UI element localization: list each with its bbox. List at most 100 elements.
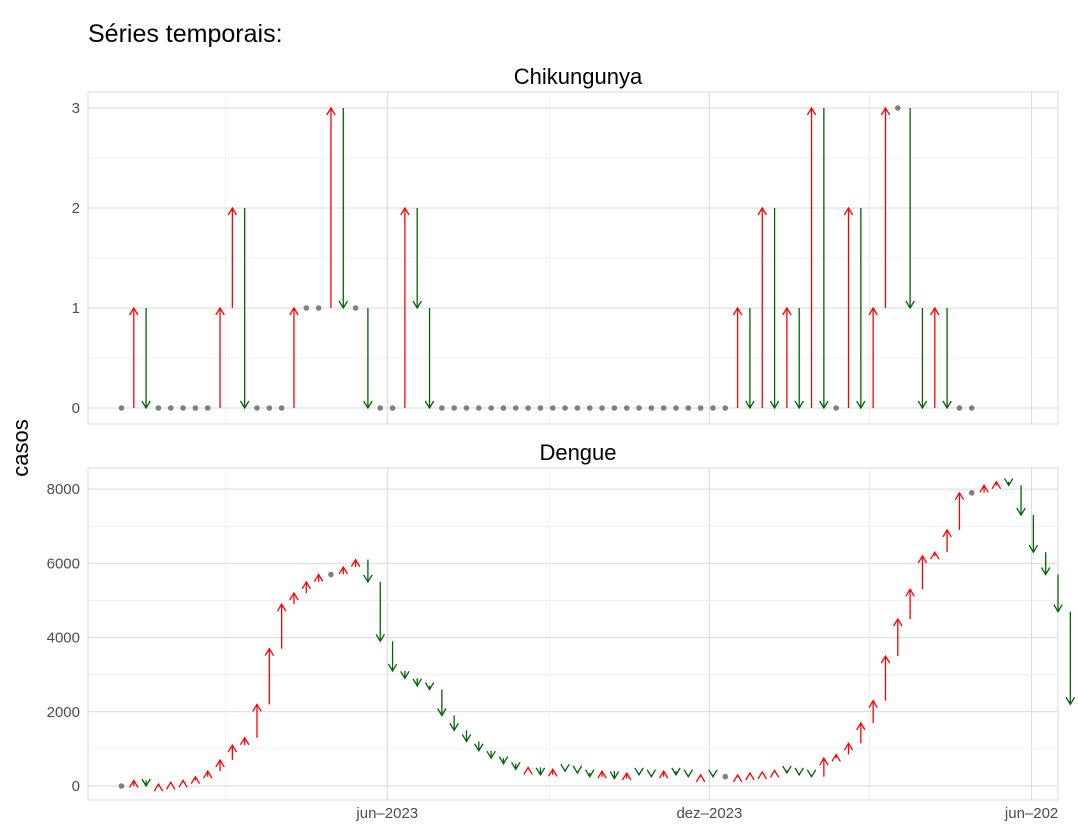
dengue-flat-point — [722, 773, 729, 780]
dengue-up-arrow — [893, 617, 903, 657]
chikungunya-flat-point — [685, 405, 692, 411]
figure-title: Séries temporais: — [88, 20, 283, 48]
chikungunya-flat-point — [833, 405, 839, 411]
chikungunya-down-arrow — [239, 208, 250, 410]
chikungunya-flat-point — [377, 405, 384, 411]
chikungunya-up-arrow — [880, 106, 891, 308]
chikungunya-down-arrow — [363, 308, 373, 410]
dengue-up-arrow — [276, 602, 287, 649]
dengue-ytick-label: 4000 — [47, 630, 80, 647]
dengue-down-arrow — [449, 715, 459, 732]
dengue-up-arrow — [215, 758, 225, 772]
dengue-down-arrow — [400, 670, 410, 680]
dengue-up-arrow — [227, 743, 238, 761]
dengue-down-arrow — [474, 741, 484, 753]
chikungunya-up-arrow — [757, 206, 768, 408]
dengue-down-arrow — [782, 765, 792, 775]
dengue-down-arrow — [646, 769, 657, 778]
chikungunya-down-arrow — [905, 108, 915, 310]
dengue-down-arrow — [375, 581, 385, 643]
dengue-down-arrow — [363, 559, 373, 584]
chikungunya-flat-point — [895, 105, 901, 111]
chikungunya-ytick-label: 1 — [72, 300, 80, 317]
chikungunya-flat-point — [968, 405, 975, 411]
dengue-up-arrow — [547, 768, 558, 777]
chikungunya-flat-point — [722, 405, 729, 411]
chikungunya-flat-point — [574, 405, 581, 411]
dengue-up-arrow — [880, 654, 891, 701]
chikungunya-flat-point — [697, 405, 704, 411]
chikungunya-flat-point — [315, 305, 322, 311]
dengue-up-arrow — [954, 491, 965, 530]
dengue-up-arrow — [239, 736, 250, 746]
chikungunya-flat-point — [476, 405, 482, 411]
dengue-frame — [87, 467, 1059, 801]
dengue-up-arrow — [350, 558, 361, 568]
chikungunya-flat-point — [512, 405, 519, 411]
chikungunya-flat-point — [463, 405, 470, 411]
dengue-up-arrow — [153, 782, 164, 792]
dengue-grid — [88, 468, 1058, 800]
dengue-up-arrow — [991, 480, 1002, 490]
dengue-down-arrow — [511, 761, 521, 771]
dengue-down-arrow — [1040, 552, 1051, 576]
dengue-ytick-label: 0 — [72, 778, 80, 795]
chikungunya-flat-point — [673, 405, 679, 411]
dengue-up-arrow — [831, 753, 841, 762]
chikungunya-flat-point — [599, 405, 605, 411]
chikungunya-down-arrow — [794, 308, 804, 410]
dengue-down-arrow — [1003, 478, 1014, 487]
chikungunya-up-arrow — [400, 206, 410, 408]
dengue-down-arrow — [1065, 611, 1076, 706]
dengue-down-arrow — [486, 750, 496, 760]
dengue-down-arrow — [1016, 485, 1026, 517]
chikungunya-panel-title: Chikungunya — [514, 64, 643, 89]
chikungunya-up-arrow — [289, 306, 299, 408]
chikungunya-up-arrow — [843, 206, 854, 408]
chikungunya-flat-point — [562, 405, 568, 411]
chikungunya-flat-point — [611, 405, 618, 411]
chikungunya-grid — [88, 92, 1058, 424]
chikungunya-flat-point — [254, 405, 260, 411]
dengue-up-arrow — [868, 699, 878, 723]
chikungunya-flat-point — [439, 405, 445, 411]
chikungunya-ytick-label: 2 — [72, 200, 80, 217]
dengue-down-arrow — [794, 767, 804, 777]
chikungunya-down-arrow — [424, 308, 435, 410]
dengue-down-arrow — [806, 769, 817, 778]
chikungunya-down-arrow — [819, 108, 829, 410]
chikungunya-flat-point — [549, 405, 556, 411]
dengue-up-arrow — [843, 742, 854, 755]
dengue-ytick-label: 8000 — [47, 481, 80, 498]
chikungunya-down-arrow — [856, 208, 866, 410]
dengue-up-arrow — [301, 580, 312, 594]
chikungunya-flat-point — [500, 405, 507, 411]
chikungunya-flat-point — [623, 405, 630, 411]
dengue-up-arrow — [942, 528, 952, 553]
dengue-down-arrow — [671, 767, 681, 777]
dengue-down-arrow — [683, 769, 694, 778]
chikungunya-up-arrow — [732, 306, 743, 408]
chikungunya-down-arrow — [769, 208, 780, 410]
dengue-up-arrow — [930, 550, 940, 560]
chikungunya-flat-point — [389, 405, 396, 411]
chikungunya-flat-point — [525, 405, 531, 411]
dengue-up-arrow — [695, 773, 706, 783]
dengue-panel-title: Dengue — [539, 440, 616, 465]
dengue-down-arrow — [708, 769, 718, 778]
dengue-down-arrow — [424, 682, 435, 691]
dengue-down-arrow — [1053, 574, 1063, 613]
chikungunya-flat-point — [586, 405, 593, 411]
chikungunya-up-arrow — [326, 106, 336, 308]
chikungunya-series — [118, 105, 975, 411]
chikungunya-flat-point — [204, 405, 211, 411]
dengue-flat-point — [328, 571, 334, 578]
chikungunya-up-arrow — [868, 306, 878, 408]
x-tick-label: jun–202 — [1004, 805, 1058, 822]
chikungunya-flat-point — [278, 405, 285, 411]
dengue-down-arrow — [560, 763, 570, 773]
dengue-up-arrow — [745, 771, 755, 781]
chikungunya-up-arrow — [215, 306, 225, 408]
chikungunya-flat-point — [451, 405, 457, 411]
dengue-down-arrow — [572, 765, 583, 775]
